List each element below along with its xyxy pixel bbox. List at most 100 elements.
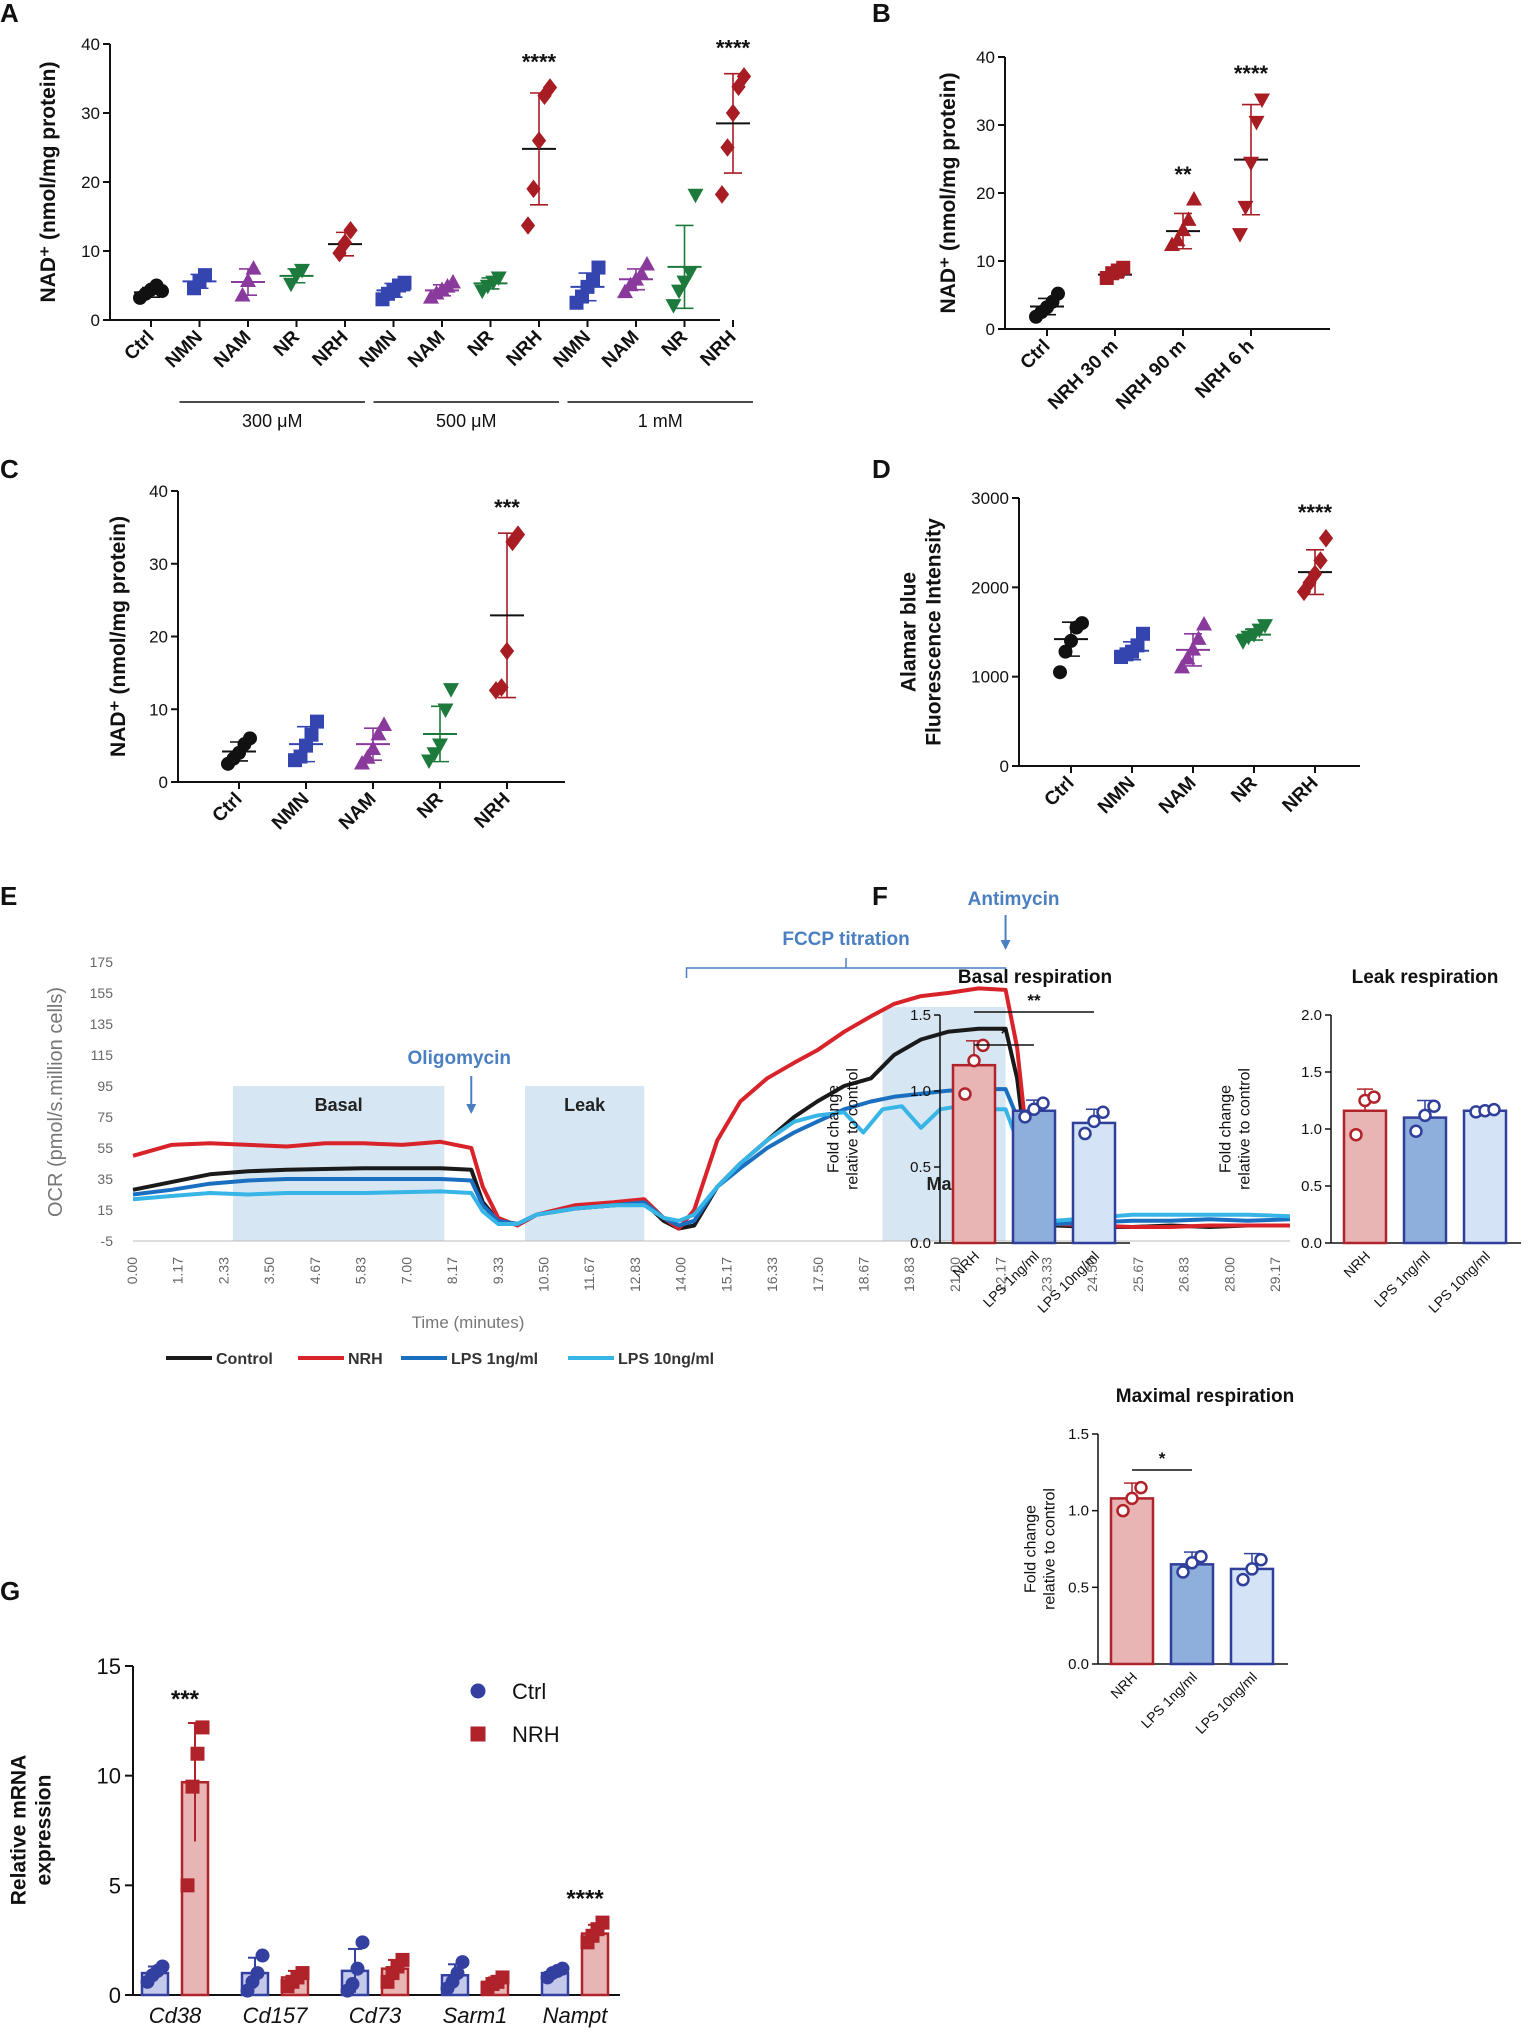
bar (1229, 1567, 1275, 1666)
data-point (443, 683, 459, 698)
x-tick-label: NR (413, 788, 447, 822)
x-tick-label: NMN (550, 327, 595, 372)
data-point (639, 255, 655, 271)
data-point (526, 179, 541, 199)
region-label: Leak (564, 1095, 606, 1115)
panel-d-chart: 0 1000 2000 3000 Alamar blue Fluorescence Int… (897, 489, 1360, 818)
panel-label-d: D (872, 454, 891, 484)
x-tick-label: LPS 1ng/ml (1371, 1248, 1433, 1310)
data-point (350, 1961, 365, 1976)
y-tick-label: 10 (81, 242, 100, 261)
y-tick-label: 95 (97, 1078, 113, 1094)
data-point (1051, 286, 1065, 301)
data-point (720, 138, 735, 157)
y-tick-label: 1.0 (1301, 1121, 1322, 1138)
data-point (234, 287, 251, 302)
x-tick-label: Ctrl (121, 327, 159, 365)
data-point (355, 1935, 370, 1950)
y-axis-label: NAD⁺ (nmol/mg protein) (937, 73, 960, 314)
legend-label: NRH (512, 1722, 560, 1747)
x-tick-label: NRH (309, 327, 353, 371)
oligomycin-label: Oligomycin (408, 1048, 511, 1069)
data-point (445, 273, 461, 289)
data-point (499, 641, 515, 661)
significance-label: **** (566, 1886, 604, 1913)
y-tick-label: 0 (109, 1983, 121, 2008)
data-point (426, 747, 443, 762)
data-point (714, 185, 730, 204)
legend-marker-ctrl (470, 1683, 486, 1699)
data-point (455, 1955, 470, 1970)
significance-label: *** (171, 1686, 200, 1713)
y-tick-label: 75 (97, 1109, 113, 1125)
data-point (376, 716, 392, 731)
y-tick-label: 3000 (971, 489, 1009, 508)
y-tick-label: 15 (97, 1654, 121, 1679)
significance-label: **** (1234, 61, 1269, 86)
data-point (1243, 156, 1259, 172)
x-tick-label: 7.00 (398, 1257, 414, 1284)
x-tick-label: LPS 1ng/ml (1138, 1669, 1200, 1731)
y-tick-label: 135 (90, 1016, 114, 1032)
data-point (665, 299, 682, 314)
group-label: 300 μM (242, 411, 302, 431)
antimycin-arrow-head (1000, 940, 1011, 950)
y-tick-label: 175 (90, 954, 114, 970)
y-tick-label: 0.0 (1068, 1656, 1089, 1673)
y-tick-label: 30 (149, 555, 168, 574)
data-point (1125, 1491, 1139, 1506)
x-tick-label: NAM (404, 327, 449, 372)
x-tick-label: NR (658, 326, 692, 360)
data-point (345, 1977, 360, 1992)
y-axis-label: Relative mRNA expression (7, 1755, 55, 1906)
legend-marker-nrh (470, 1726, 486, 1742)
chart-title: Leak respiration (1352, 967, 1499, 988)
bar (1169, 1563, 1215, 1666)
x-tick-label: 28.00 (1221, 1257, 1237, 1292)
data-point (1130, 638, 1145, 653)
fccp-bracket (685, 958, 1007, 978)
significance-label: **** (1298, 500, 1333, 525)
data-point (1194, 1549, 1208, 1564)
x-tick-label: NMN (1094, 773, 1139, 818)
chart-title: Maximal respiration (1116, 1386, 1294, 1407)
region-label: Basal (315, 1095, 363, 1115)
x-tick-label: NRH 90 m (1112, 336, 1190, 414)
y-tick-label: 0 (986, 320, 995, 339)
x-tick-label: 0.00 (124, 1257, 140, 1284)
y-tick-label: 5 (109, 1873, 121, 1898)
y-tick-label: 10 (976, 252, 995, 271)
data-point (542, 78, 558, 97)
x-tick-label: LPS 10ng/ml (1192, 1669, 1260, 1737)
x-tick-label: NRH (471, 789, 515, 833)
y-tick-label: 20 (81, 173, 100, 192)
data-point (185, 1779, 200, 1794)
data-point (255, 1948, 270, 1963)
x-tick-label: NAM (210, 327, 255, 372)
x-tick-label: NRH (1107, 1669, 1140, 1702)
data-point (1248, 115, 1265, 131)
panel-label-g: G (0, 1576, 20, 1606)
x-tick-label: NMN (268, 789, 313, 834)
y-tick-label: 55 (97, 1140, 113, 1156)
x-tick-label: 15.17 (718, 1257, 734, 1292)
data-point (1116, 1503, 1130, 1518)
x-tick-label: 16.33 (764, 1257, 780, 1292)
panel-g-chart: 0 5 10 15 Relative mRNA expression Cd38 Cd157 Cd… (7, 1654, 620, 2028)
panel-f-basal-chart: Basal respiration 0.0 0.5 1.0 1.5 Fold change… (825, 967, 1130, 1316)
data-point (1307, 564, 1323, 584)
data-point (1185, 641, 1201, 656)
data-point (1087, 1114, 1101, 1129)
data-point (958, 1087, 972, 1101)
data-point (1078, 1126, 1092, 1141)
data-point (494, 678, 509, 697)
data-point (283, 277, 299, 293)
y-tick-label: 1.0 (910, 1083, 931, 1100)
x-tick-label: NAM (1155, 773, 1200, 818)
y-tick-label: 0.0 (910, 1235, 931, 1252)
data-point (1174, 658, 1190, 674)
y-tick-label: 0 (1000, 757, 1009, 776)
data-point (1367, 1090, 1381, 1104)
